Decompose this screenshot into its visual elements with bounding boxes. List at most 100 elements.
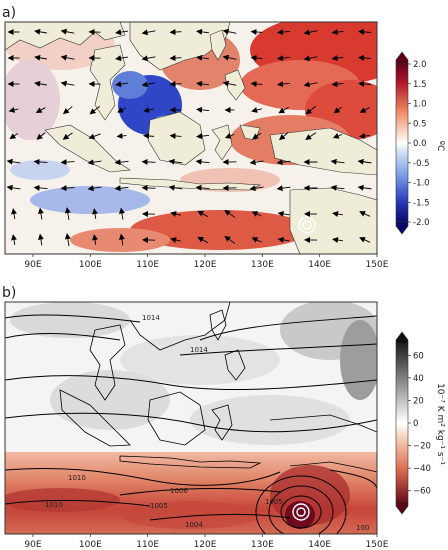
wind-arrow bbox=[34, 54, 47, 61]
wind-arrow bbox=[357, 184, 372, 191]
wind-arrow bbox=[195, 158, 210, 165]
x-tick-label: 140E bbox=[308, 260, 331, 270]
wind-arrow bbox=[305, 132, 317, 140]
wind-arrow bbox=[276, 159, 291, 166]
colorbar-tick-label: 1.0 bbox=[413, 100, 427, 110]
cyclone-marker-b bbox=[292, 503, 310, 521]
wind-arrow bbox=[277, 55, 291, 62]
wind-arrow bbox=[359, 211, 371, 217]
wind-arrow bbox=[118, 233, 125, 246]
wind-arrow bbox=[331, 29, 344, 36]
wind-arrow bbox=[331, 55, 344, 62]
wind-arrow bbox=[87, 159, 102, 166]
wind-arrow bbox=[222, 54, 237, 61]
wind-arrow bbox=[141, 81, 156, 88]
colorbar-tick-label: -0.5 bbox=[413, 159, 430, 169]
wind-arrow bbox=[359, 107, 370, 113]
wind-arrow bbox=[169, 81, 182, 88]
wind-arrow bbox=[195, 184, 210, 191]
wind-arrow bbox=[92, 208, 98, 220]
panel-b-colorbar-unit: 10⁻⁷ K m² kg⁻¹ s⁻¹ bbox=[435, 383, 445, 465]
wind-arrow bbox=[222, 28, 237, 35]
wind-arrow bbox=[277, 81, 291, 88]
wind-arrow bbox=[251, 237, 262, 243]
panel-b-colorbar: 60 40 20 0 −20 −40 −60 10⁻⁷ K m² kg⁻¹ s⁻¹ bbox=[395, 331, 445, 515]
isobar-label: 1010 bbox=[45, 501, 63, 509]
wind-arrow bbox=[303, 81, 318, 88]
wind-arrow bbox=[88, 133, 101, 140]
x-tick-label: 110E bbox=[136, 540, 159, 550]
temperature-anomaly-field bbox=[5, 22, 377, 252]
panel-a-label: a) bbox=[2, 5, 16, 21]
colorbar-tick-label: −40 bbox=[413, 464, 431, 474]
wind-arrow bbox=[33, 184, 48, 191]
x-tick-label: 100E bbox=[79, 540, 102, 550]
isobar-label: 1010 bbox=[68, 474, 86, 482]
x-tick-label: 150E bbox=[366, 540, 389, 550]
wind-arrow bbox=[277, 210, 290, 217]
wind-arrow bbox=[64, 207, 71, 220]
wind-arrow bbox=[358, 28, 372, 35]
wind-arrow bbox=[11, 208, 17, 220]
wind-arrow bbox=[277, 236, 290, 243]
wind-arrow bbox=[168, 158, 183, 165]
x-tick-label: 140E bbox=[308, 540, 331, 550]
colorbar-tick-label: -1.5 bbox=[413, 198, 430, 208]
wind-arrow bbox=[331, 81, 344, 88]
isobar-label: 100 bbox=[356, 524, 369, 532]
wind-arrow bbox=[169, 29, 182, 36]
wind-arrow bbox=[36, 132, 46, 140]
wind-arrow bbox=[60, 80, 75, 87]
colorbar-tick-label: -1.0 bbox=[413, 179, 430, 189]
isobar-label: 1005 bbox=[265, 498, 283, 506]
wind-arrow bbox=[359, 237, 371, 243]
isobars bbox=[5, 314, 377, 534]
wind-arrow bbox=[117, 107, 127, 113]
wind-arrow bbox=[196, 106, 210, 113]
wind-arrow bbox=[141, 158, 156, 165]
x-tick-label: 90E bbox=[24, 540, 41, 550]
wind-arrow bbox=[196, 80, 210, 87]
colorbar-tick-label: 1.5 bbox=[413, 80, 427, 90]
wind-arrow bbox=[169, 132, 182, 139]
wind-arrow bbox=[251, 107, 262, 113]
wind-arrow bbox=[196, 54, 210, 61]
wind-arrow bbox=[6, 158, 21, 165]
isobar-label: 1014 bbox=[190, 346, 208, 354]
wind-arrow bbox=[6, 184, 21, 191]
colorbar-tick-label: 0.5 bbox=[413, 119, 427, 129]
wind-arrow bbox=[252, 132, 262, 140]
colorbar-tick-label: −20 bbox=[413, 442, 431, 452]
wind-arrow bbox=[114, 185, 129, 192]
panel-b-map: 1014 1014 1010 1010 1006 1005 1005 1004 … bbox=[5, 302, 377, 534]
wind-arrow bbox=[141, 55, 156, 62]
wind-arrow bbox=[330, 184, 345, 191]
wind-arrow bbox=[33, 158, 48, 165]
cyclone-marker bbox=[298, 216, 316, 234]
wind-arrow bbox=[224, 209, 236, 218]
x-tick-label: 130E bbox=[251, 540, 274, 550]
pv-tendency-field bbox=[5, 302, 377, 534]
wind-arrow bbox=[196, 133, 210, 140]
panel-a-frame bbox=[4, 21, 378, 255]
x-tick-label: 90E bbox=[24, 260, 41, 270]
colorbar-tick-label: −60 bbox=[413, 487, 431, 497]
wind-arrow bbox=[115, 81, 128, 88]
wind-arrow bbox=[249, 185, 264, 192]
wind-arrow bbox=[358, 54, 372, 61]
wind-arrow bbox=[92, 234, 98, 246]
wind-arrow bbox=[169, 55, 182, 62]
wind-arrow bbox=[11, 234, 17, 246]
wind-arrow bbox=[332, 211, 344, 217]
wind-arrow bbox=[276, 185, 291, 192]
wind-arrow bbox=[222, 80, 237, 87]
wind-arrow bbox=[89, 105, 100, 115]
wind-arrow bbox=[279, 132, 289, 141]
colorbar-tick-label: -2.0 bbox=[413, 218, 430, 228]
wind-arrow bbox=[197, 236, 209, 244]
isobar-label: 1006 bbox=[170, 487, 188, 495]
isobar-label: 1014 bbox=[142, 314, 160, 322]
wind-arrow bbox=[224, 235, 236, 244]
colorbar-tick-label: 20 bbox=[413, 396, 424, 406]
